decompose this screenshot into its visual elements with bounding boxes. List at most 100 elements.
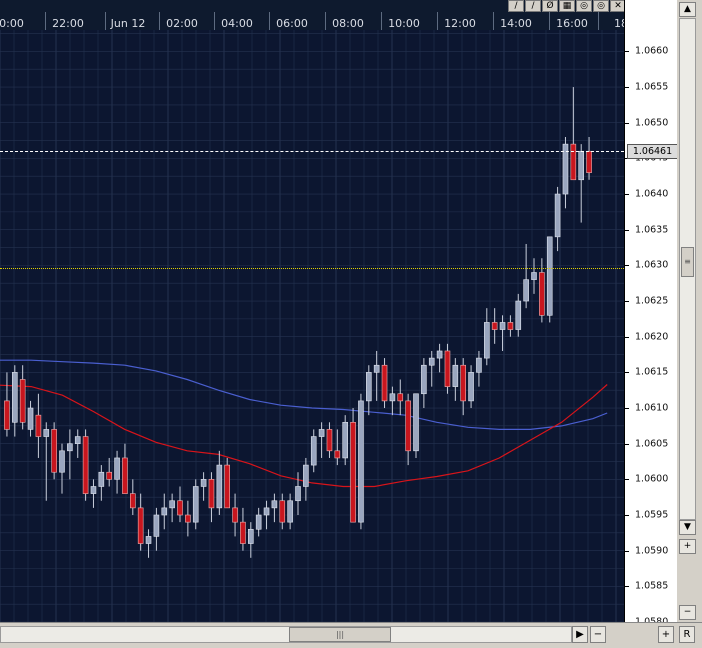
time-axis-label: 16:00 <box>556 17 588 30</box>
horizontal-scrollbar[interactable]: ||| ▶ − + R <box>0 622 702 648</box>
candle <box>130 479 136 516</box>
candle <box>177 486 183 523</box>
current-price-line <box>0 150 624 152</box>
candle-body-bull <box>295 486 301 502</box>
price-axis[interactable]: 1.06601.06551.06501.06451.06401.06351.06… <box>624 0 678 628</box>
candle <box>114 450 120 494</box>
candle-body-bear <box>106 471 112 480</box>
price-axis-label: 1.0600 <box>635 473 669 485</box>
horizontal-zoom-out-button[interactable]: − <box>590 626 606 643</box>
candle-body-bull <box>554 193 561 238</box>
candle-body-bear <box>137 507 144 544</box>
candle-body-bull <box>303 464 309 487</box>
candle <box>161 493 168 530</box>
candle-body-bull <box>436 350 443 359</box>
candle-body-bear <box>224 464 230 509</box>
candle-body-bull <box>546 236 553 316</box>
price-axis-label: 1.0625 <box>635 295 669 307</box>
time-axis-label: 08:00 <box>332 17 364 30</box>
candle-body-bull <box>153 514 160 537</box>
vertical-scrollbar[interactable]: ▲ ≡ ▼ + − <box>677 0 702 622</box>
time-axis-label: 12:00 <box>444 17 476 30</box>
price-level-line[interactable] <box>0 267 624 269</box>
time-axis-tick <box>105 12 106 30</box>
vertical-zoom-out-button[interactable]: − <box>679 605 696 620</box>
price-axis-tick <box>625 158 629 160</box>
candle <box>200 472 207 501</box>
candle <box>248 522 254 558</box>
candle <box>59 443 65 494</box>
pencil-icon[interactable]: / <box>508 0 524 12</box>
candle <box>578 144 585 223</box>
vertical-scroll-track[interactable]: ≡ <box>679 18 696 520</box>
candle-body-bull <box>468 372 474 402</box>
candle <box>428 350 435 387</box>
price-axis-tick <box>625 265 629 267</box>
candle <box>468 365 474 409</box>
price-axis-tick <box>625 550 629 552</box>
vertical-zoom-in-button[interactable]: + <box>679 539 696 554</box>
candle <box>35 393 42 458</box>
price-axis-label: 1.0585 <box>635 580 669 592</box>
time-axis-label: 14:00 <box>500 17 532 30</box>
candle-body-bull <box>373 364 380 373</box>
candle-body-bear <box>397 393 404 402</box>
candle-body-bear <box>232 507 238 523</box>
scroll-up-button[interactable]: ▲ <box>679 2 696 17</box>
price-axis-label: 1.0635 <box>635 224 669 236</box>
grid-icon[interactable]: ▦ <box>559 0 575 12</box>
price-chart[interactable] <box>0 30 624 622</box>
candle <box>539 258 545 323</box>
candle-body-bull <box>192 486 199 523</box>
candle <box>373 350 380 401</box>
candle <box>153 507 160 551</box>
reset-zoom-button[interactable]: R <box>679 626 695 643</box>
candle-body-bull <box>452 364 459 387</box>
horizontal-scroll-track[interactable]: ||| <box>0 626 572 643</box>
candle-body-bull <box>483 322 490 359</box>
candle <box>381 358 388 409</box>
candle-body-bull <box>271 500 278 509</box>
candle <box>208 472 215 523</box>
candle <box>546 236 553 323</box>
price-axis-label: 1.0615 <box>635 366 669 378</box>
settings-icon[interactable]: ◎ <box>576 0 592 12</box>
time-axis-tick <box>325 12 326 30</box>
pencil-icon[interactable]: / <box>525 0 541 12</box>
candle <box>255 507 262 537</box>
candle <box>326 422 333 458</box>
candle-body-bull <box>358 400 364 523</box>
candle <box>507 315 514 337</box>
candle-body-bear <box>82 436 89 494</box>
time-axis-label: 22:00 <box>52 17 84 30</box>
candle-body-bull <box>310 436 317 466</box>
candle <box>491 308 498 344</box>
vertical-scroll-thumb[interactable]: ≡ <box>681 247 694 277</box>
time-axis: 20:00 22:00 Jun 12 02:00 04:00 06:00 08:00 10:0… <box>0 0 628 31</box>
price-axis-tick <box>625 87 629 89</box>
close-icon[interactable]: ✕ <box>610 0 626 12</box>
candle-body-bear <box>570 143 577 181</box>
candle-body-bull <box>515 300 522 330</box>
price-axis-tick <box>625 515 629 516</box>
candle <box>562 136 569 209</box>
candle-body-bull <box>365 372 372 402</box>
horizontal-scroll-thumb[interactable]: ||| <box>289 627 391 642</box>
price-axis-tick <box>625 301 629 303</box>
horizontal-zoom-in-button[interactable]: + <box>658 626 674 643</box>
time-axis-label: 04:00 <box>221 17 253 30</box>
price-axis-tick <box>625 372 629 374</box>
no-symbol-icon[interactable]: Ø <box>542 0 558 12</box>
candle-body-bear <box>405 400 411 452</box>
scroll-right-button[interactable]: ▶ <box>572 626 588 643</box>
scroll-down-button[interactable]: ▼ <box>679 520 696 535</box>
candle <box>554 186 561 252</box>
settings-icon[interactable]: ◎ <box>593 0 609 12</box>
candle <box>476 350 482 387</box>
price-axis-label: 1.0590 <box>635 545 669 557</box>
candle-body-bull <box>67 443 73 452</box>
price-axis-label: 1.0640 <box>635 188 669 200</box>
price-axis-label: 1.0595 <box>635 509 669 521</box>
candle-body-bull <box>90 486 97 494</box>
